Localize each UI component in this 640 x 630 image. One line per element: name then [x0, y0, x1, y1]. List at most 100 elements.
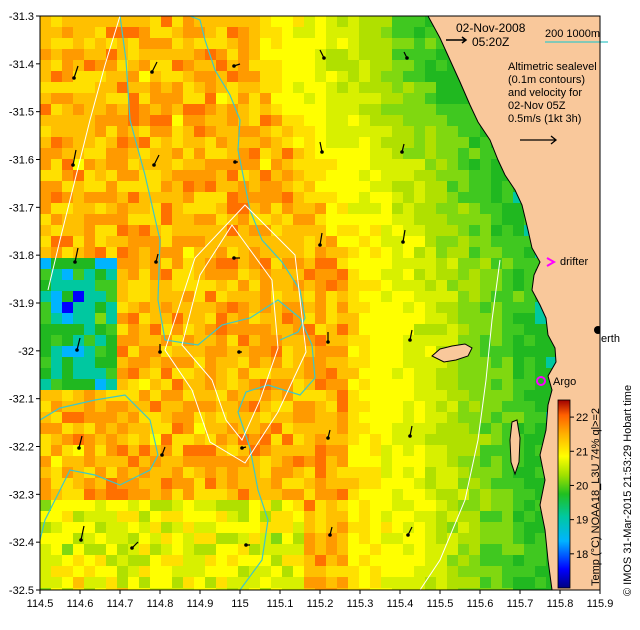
x-tick-label: 114.6: [67, 598, 94, 610]
sst-cell: [40, 159, 52, 171]
sst-cell: [172, 148, 184, 160]
sst-cell: [216, 379, 228, 391]
sst-cell: [293, 588, 305, 590]
sst-cell: [293, 522, 305, 534]
sst-cell: [271, 159, 283, 171]
sst-cell: [249, 401, 261, 413]
sst-cell: [172, 423, 184, 435]
sst-cell: [106, 214, 118, 226]
sst-cell: [249, 71, 261, 83]
sst-cell: [359, 445, 371, 457]
sst-cell: [238, 577, 250, 589]
sst-cell: [249, 313, 261, 325]
sst-cell: [205, 71, 217, 83]
sst-cell: [315, 357, 327, 369]
sst-cell: [216, 324, 228, 336]
sst-cell: [293, 302, 305, 314]
sst-cell: [337, 500, 349, 512]
sst-cell: [359, 258, 371, 270]
sst-cell: [40, 104, 52, 116]
sst-cell: [260, 566, 272, 578]
sst-cell: [260, 269, 272, 281]
sst-cell: [40, 335, 52, 347]
sealevel-contour-2: [164, 204, 307, 464]
sst-cell: [84, 236, 96, 248]
sst-cell: [172, 16, 184, 28]
sst-cell: [502, 423, 514, 435]
velocity-vector-head: [320, 150, 324, 154]
sst-cell: [106, 434, 118, 446]
sst-cell: [447, 357, 459, 369]
sst-cell: [348, 500, 360, 512]
sst-cell: [227, 82, 239, 94]
sst-cell: [293, 82, 305, 94]
sst-cell: [183, 357, 195, 369]
sst-cell: [40, 368, 52, 380]
sst-cell: [480, 346, 492, 358]
sst-cell: [359, 38, 371, 50]
sst-cell: [51, 126, 63, 138]
velocity-vector: [319, 232, 323, 246]
sst-cell: [469, 489, 481, 501]
sst-cell: [436, 489, 448, 501]
sst-cell: [348, 93, 360, 105]
sst-cell: [84, 357, 96, 369]
sst-cell: [150, 324, 162, 336]
sst-cell: [139, 390, 151, 402]
sst-cell: [216, 82, 228, 94]
sst-cell: [117, 170, 129, 182]
sst-cell: [392, 247, 404, 259]
x-axis: 114.5 114.6 114.7 114.8 114.9 115 115.1 115.2 11…: [27, 590, 613, 610]
sst-cell: [227, 38, 239, 50]
sst-cell: [249, 269, 261, 281]
sst-cell: [282, 280, 294, 292]
sst-cell: [73, 148, 85, 160]
sst-cell: [491, 247, 503, 259]
land-garden-island: [509, 419, 521, 476]
sst-cell: [425, 401, 437, 413]
sst-cell: [161, 280, 173, 292]
sst-cell: [370, 115, 382, 127]
sst-cell: [348, 247, 360, 259]
sst-cell: [436, 214, 448, 226]
sst-cell: [128, 137, 140, 149]
sst-cell: [436, 566, 448, 578]
sst-cell: [227, 71, 239, 83]
sst-cell: [40, 324, 52, 336]
sst-cell: [348, 71, 360, 83]
sst-cell: [271, 434, 283, 446]
sst-cell: [414, 302, 426, 314]
sst-cell: [337, 302, 349, 314]
sst-cell: [40, 522, 52, 534]
sst-cell: [381, 38, 393, 50]
sst-cell: [238, 324, 250, 336]
sst-cell: [205, 588, 217, 590]
sst-cell: [491, 423, 503, 435]
sst-cell: [315, 401, 327, 413]
sst-cell: [469, 225, 481, 237]
sst-cell: [403, 269, 415, 281]
sst-cell: [106, 368, 118, 380]
sst-cell: [117, 247, 129, 259]
sst-cell: [414, 522, 426, 534]
sst-cell: [524, 269, 536, 281]
x-tick-label: 115.5: [427, 598, 454, 610]
sst-cell: [370, 203, 382, 215]
sst-cell: [161, 247, 173, 259]
sst-cell: [216, 357, 228, 369]
sst-cell: [469, 566, 481, 578]
sst-cell: [392, 60, 404, 72]
sst-cell: [337, 247, 349, 259]
sst-cell: [106, 71, 118, 83]
sst-cell: [271, 126, 283, 138]
sst-cell: [205, 214, 217, 226]
sst-cell: [40, 478, 52, 490]
sst-cell: [271, 181, 283, 193]
sst-cell: [227, 280, 239, 292]
sst-cell: [51, 588, 63, 590]
sst-cell: [205, 335, 217, 347]
sst-cell: [469, 335, 481, 347]
sst-cell: [183, 390, 195, 402]
sst-cell: [260, 280, 272, 292]
sst-cell: [304, 115, 316, 127]
